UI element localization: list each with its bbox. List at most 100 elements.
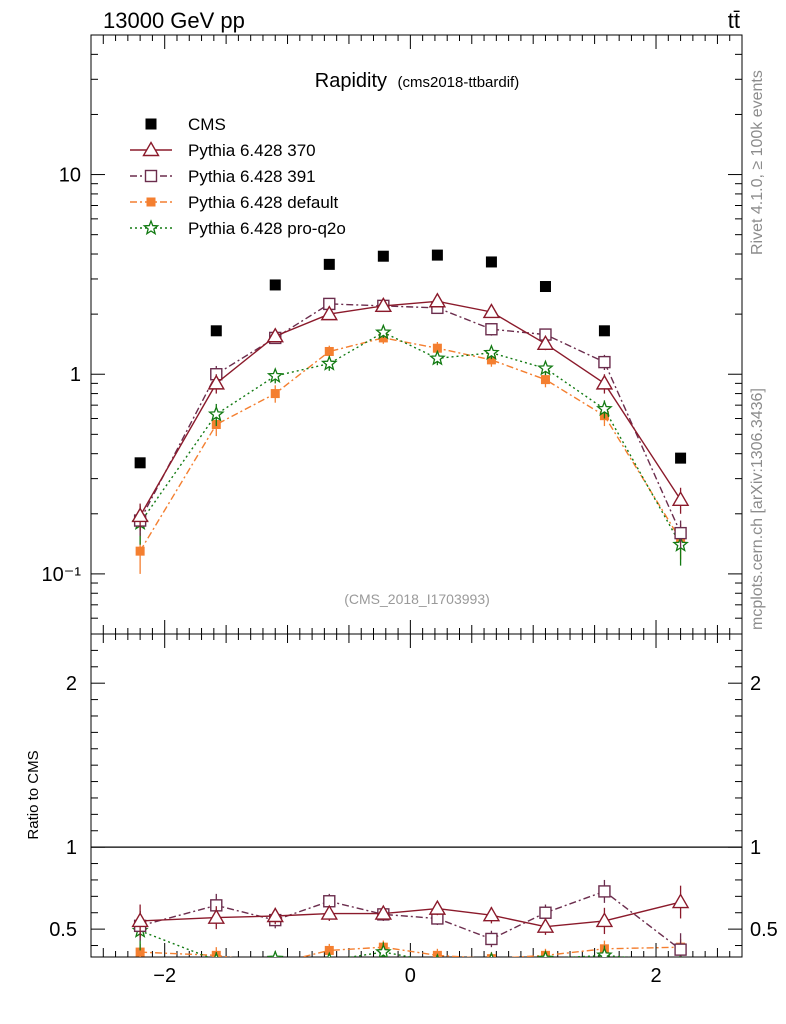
data-point [486, 355, 496, 365]
legend-label: Pythia 6.428 default [188, 193, 339, 212]
series-line [139, 337, 682, 552]
ratio-line [140, 901, 681, 928]
data-point [207, 374, 225, 390]
data-point [539, 281, 551, 293]
data-point [374, 296, 393, 313]
data-point [596, 400, 613, 417]
ratio-point [327, 951, 332, 957]
ratio-tick-label: 1 [66, 837, 77, 859]
data-point [675, 452, 687, 464]
series-line [139, 303, 682, 534]
data-point [266, 367, 284, 384]
ratio-point [207, 908, 225, 924]
data-point [536, 334, 555, 351]
legend-marker [142, 141, 160, 157]
data-point [210, 325, 222, 337]
ratio-point [266, 949, 284, 957]
plot-subtitle: (cms2018-ttbardif) [398, 74, 520, 91]
ratio-tick-label-right: 2 [750, 673, 761, 695]
source-label: mcplots.cern.ch [arXiv:1306.3436] [749, 388, 766, 630]
legend-entry: Pythia 6.428 391 [130, 167, 316, 186]
ratio-point [428, 899, 447, 915]
ratio-point [374, 943, 392, 957]
ratio-tick-label-right: 0.5 [750, 919, 778, 941]
ratio-point [598, 885, 611, 898]
x-tick-label: 0 [405, 965, 416, 987]
data-point [598, 325, 610, 337]
data-point [537, 359, 554, 376]
data-point [428, 292, 447, 308]
y-tick-label: 1 [70, 364, 81, 386]
ratio-point [537, 949, 554, 957]
ratio-point [596, 946, 613, 957]
axes-ticks: −2 0 2 10⁻¹ 1 10 0.5 0.5 1 1 2 2 [42, 34, 778, 987]
data-point [269, 279, 281, 291]
ratio-point [674, 943, 687, 956]
ratio-line [139, 890, 682, 951]
data-point [595, 374, 614, 390]
data-point [483, 344, 500, 360]
data-point [323, 258, 335, 270]
series-1 [131, 292, 690, 531]
data-point [324, 346, 334, 356]
ratio-point [485, 932, 498, 946]
data-point [207, 405, 225, 422]
data-point [431, 249, 443, 261]
legend-marker [146, 197, 156, 207]
ratio-point [266, 907, 284, 923]
ratio-point [214, 951, 219, 957]
data-point [270, 389, 280, 399]
data-point [598, 355, 611, 369]
data-point [131, 507, 149, 523]
ratio-point [489, 951, 494, 957]
rivet-label: Rivet 4.1.0, ≥ 100k events [749, 70, 766, 255]
x-tick-label: −2 [153, 965, 176, 987]
ratio-axis-label: Ratio to CMS [25, 750, 42, 839]
data-point [674, 526, 687, 540]
ratio-point [320, 904, 339, 920]
plot-title: Rapidity [315, 70, 387, 92]
data-point [320, 354, 338, 371]
legend-marker [144, 169, 158, 183]
legend-label: Pythia 6.428 370 [188, 141, 316, 160]
data-point [377, 250, 389, 262]
energy-label: 13000 GeV pp [103, 8, 245, 33]
series-line [139, 300, 682, 517]
ratio-point [131, 912, 149, 928]
series-line [139, 331, 682, 546]
ratio-series-layer [131, 879, 690, 968]
ratio-point [539, 906, 552, 919]
data-point [135, 546, 145, 556]
data-point [374, 323, 392, 340]
legend-entry: Pythia 6.428 370 [130, 141, 316, 160]
data-point [540, 375, 550, 385]
ratio-point [671, 893, 690, 909]
y-tick-label: 10 [59, 165, 81, 187]
analysis-label: (CMS_2018_I1703993) [344, 591, 490, 607]
ratio-series-1 [131, 885, 690, 938]
ratio-point [435, 953, 439, 957]
x-tick-label: 2 [650, 965, 661, 987]
legend-label: CMS [188, 115, 226, 134]
legend-marker [145, 118, 157, 130]
legend-label: Pythia 6.428 391 [188, 167, 316, 186]
ratio-tick-label: 0.5 [49, 919, 77, 941]
data-point [320, 305, 339, 321]
ratio-point [271, 959, 280, 968]
ratio-plot-frame [90, 633, 743, 958]
legend-entry: CMS [145, 115, 226, 134]
ratio-point [135, 947, 145, 957]
ratio-point [324, 945, 334, 955]
ratio-tick-label-right: 1 [750, 837, 761, 859]
data-point [485, 256, 497, 268]
process-label: tt̄ [728, 8, 740, 33]
data-point [134, 457, 146, 469]
legend-entry: Pythia 6.428 default [130, 193, 339, 212]
main-series-layer [131, 249, 690, 574]
data-point [671, 490, 690, 507]
ratio-tick-label: 2 [66, 673, 77, 695]
legend-entry: Pythia 6.428 pro-q2o [130, 219, 346, 238]
legend: CMS Pythia 6.428 370 Pythia 6.428 391 Pythi… [130, 115, 346, 238]
plot-title-group: Rapidity (cms2018-ttbardif) [315, 70, 519, 92]
ratio-point [595, 912, 614, 928]
